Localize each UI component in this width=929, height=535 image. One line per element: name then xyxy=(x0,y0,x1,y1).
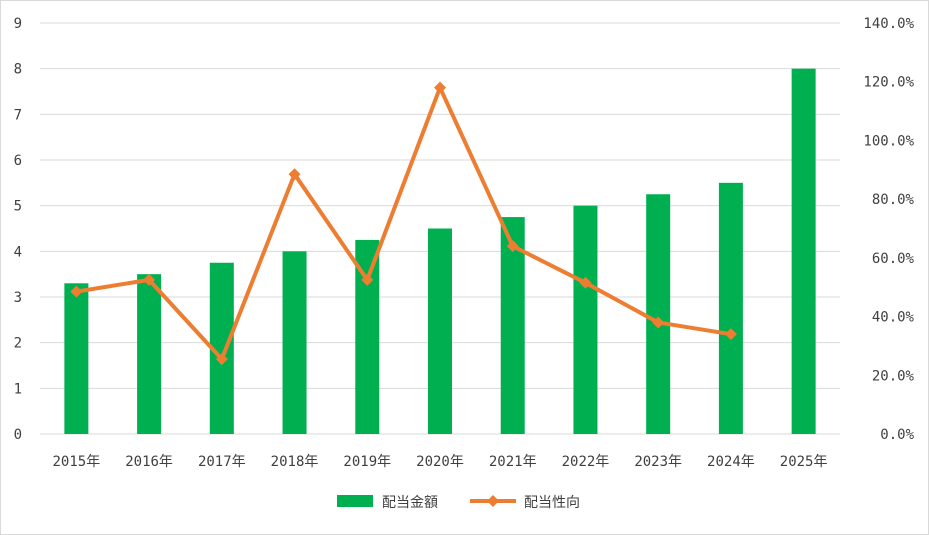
x-tick-label: 2019年 xyxy=(343,454,391,470)
bar xyxy=(282,251,307,434)
left-tick-label: 0 xyxy=(14,427,22,443)
line-point xyxy=(724,328,737,341)
x-tick-label: 2022年 xyxy=(562,454,610,470)
legend: 配当金額 配当性向 xyxy=(337,495,580,511)
left-tick-label: 6 xyxy=(14,153,22,169)
x-tick-label: 2017年 xyxy=(198,454,246,470)
right-tick-label: 0.0% xyxy=(880,427,914,443)
bar xyxy=(500,217,525,434)
right-tick-label: 120.0% xyxy=(863,75,914,91)
left-tick-label: 7 xyxy=(14,107,22,123)
x-tick-label: 2016年 xyxy=(125,454,173,470)
x-tick-label: 2024年 xyxy=(707,454,755,470)
left-tick-label: 4 xyxy=(14,244,22,260)
left-tick-label: 8 xyxy=(14,62,22,78)
bar xyxy=(355,239,380,434)
x-tick-label: 2023年 xyxy=(634,454,682,470)
line-point xyxy=(652,316,665,329)
bar xyxy=(64,283,89,434)
gridlines xyxy=(40,22,840,435)
line-point xyxy=(361,273,374,286)
left-tick-label: 9 xyxy=(14,16,22,32)
line-point xyxy=(70,285,83,298)
x-tick-label: 2020年 xyxy=(416,454,464,470)
legend-swatch-payout-ratio-marker xyxy=(487,495,499,507)
bar xyxy=(573,205,598,434)
line-point xyxy=(434,81,446,94)
legend-swatch-dividend-amount xyxy=(337,495,373,507)
left-axis-ticks: 0 1 2 3 4 5 6 7 8 9 xyxy=(14,16,22,443)
x-tick-label: 2021年 xyxy=(489,454,537,470)
line-point xyxy=(579,276,592,289)
x-tick-label: 2015年 xyxy=(53,454,101,470)
left-tick-label: 3 xyxy=(14,290,22,306)
line-series-payout-ratio xyxy=(70,81,737,366)
bar xyxy=(791,68,816,435)
right-tick-label: 20.0% xyxy=(872,368,915,384)
bar xyxy=(137,274,162,434)
bar xyxy=(718,182,743,434)
bar xyxy=(428,228,452,434)
right-tick-label: 60.0% xyxy=(872,251,915,267)
right-tick-label: 100.0% xyxy=(863,133,914,149)
bar-series-dividend-amount xyxy=(64,68,816,435)
line-point xyxy=(506,240,519,253)
x-axis-ticks: 2015年 2016年 2017年 2018年 2019年 2020年 2021年 2022年… xyxy=(53,454,828,470)
x-tick-label: 2025年 xyxy=(780,454,828,470)
left-tick-label: 1 xyxy=(14,381,22,397)
x-tick-label: 2018年 xyxy=(271,454,319,470)
right-tick-label: 140.0% xyxy=(863,16,914,32)
right-tick-label: 40.0% xyxy=(872,310,915,326)
right-tick-label: 80.0% xyxy=(872,192,915,208)
right-axis-ticks: 0.0% 20.0% 40.0% 60.0% 80.0% 100.0% 120.0% 140.… xyxy=(863,16,914,443)
line-point xyxy=(143,273,156,286)
left-tick-label: 2 xyxy=(14,336,22,352)
legend-label-payout-ratio: 配当性向 xyxy=(524,495,580,511)
line-point xyxy=(288,168,301,181)
bar xyxy=(646,194,671,434)
legend-label-dividend-amount: 配当金額 xyxy=(382,495,438,511)
left-tick-label: 5 xyxy=(14,199,22,215)
payout-ratio-line xyxy=(76,85,732,362)
line-point xyxy=(215,353,228,366)
